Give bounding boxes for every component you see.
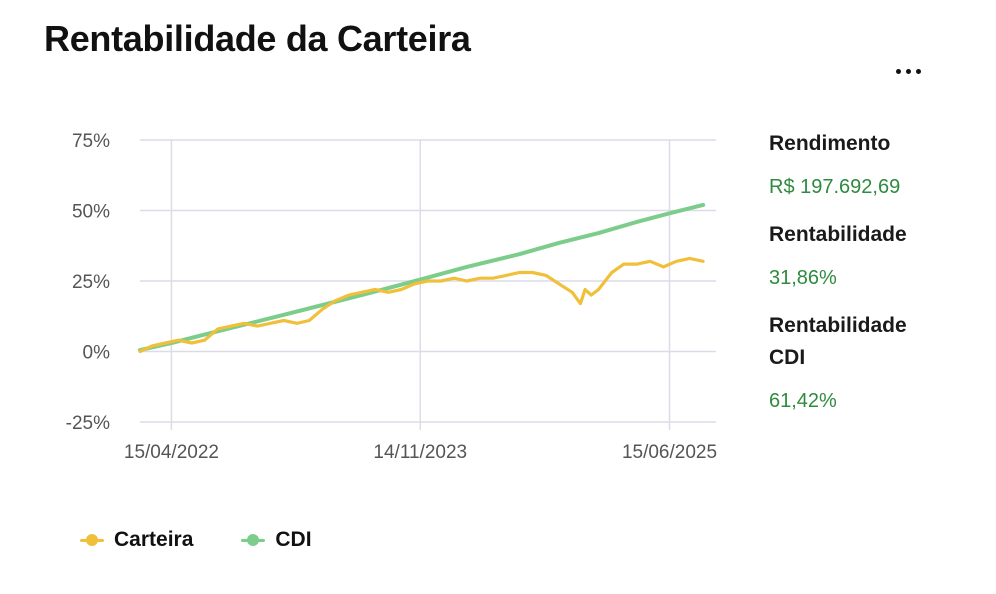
y-tick-label: 75%	[72, 131, 110, 152]
stat-label-rentabilidade-cdi: Rentabilidade CDI	[769, 314, 907, 369]
y-axis-tick-labels: 75% 50% 25% 0% -25%	[66, 131, 110, 434]
x-tick-label: 14/11/2023	[373, 442, 467, 463]
more-options-button[interactable]	[884, 58, 932, 84]
carteira-series-line	[138, 256, 705, 354]
stat-label-rentabilidade: Rentabilidade	[769, 223, 907, 246]
x-tick-label: 15/04/2022	[124, 442, 219, 463]
summary-stats: Rendimento R$ 197.692,69 Rentabilidade 3…	[769, 128, 969, 433]
more-horizontal-icon	[895, 68, 901, 74]
more-horizontal-icon-dot	[905, 68, 911, 74]
legend-marker-cdi-icon	[241, 533, 266, 547]
legend-marker-carteira-icon	[80, 533, 104, 547]
y-tick-label: -25%	[66, 413, 110, 434]
y-tick-label: 0%	[83, 343, 111, 364]
page-title: Rentabilidade da Carteira	[44, 18, 471, 59]
stat-label-rendimento: Rendimento	[769, 132, 891, 155]
more-horizontal-icon-dot	[915, 68, 921, 74]
x-axis-tick-labels: 15/04/2022 14/11/2023 15/06/2025	[124, 442, 717, 463]
y-tick-label: 25%	[72, 272, 110, 293]
stat-value-rentabilidade: 31,86%	[769, 267, 837, 289]
legend-item-cdi[interactable]: CDI	[241, 528, 312, 552]
legend-label-cdi: CDI	[275, 528, 312, 551]
chart-area: 75% 50% 25% 0% -25% 15/04/2022 14/11/2023 15/0…	[66, 131, 717, 463]
x-tick-label: 15/06/2025	[622, 442, 717, 463]
performance-line-chart: 75%50%25%0%-25% 15/04/2022 14/11/2023 15/0…	[66, 131, 717, 463]
legend-label-carteira: Carteira	[114, 528, 194, 551]
y-tick-label: 50%	[72, 202, 110, 223]
cdi-series-line	[138, 202, 706, 353]
stat-value-rentabilidade-cdi: 61,42%	[769, 390, 837, 412]
stat-value-rendimento: R$ 197.692,69	[769, 176, 901, 198]
chart-series	[138, 202, 706, 354]
vertical-gridlines	[170, 140, 671, 430]
chart-legend: Carteira CDI	[80, 528, 312, 552]
legend-item-carteira[interactable]: Carteira	[80, 528, 193, 552]
